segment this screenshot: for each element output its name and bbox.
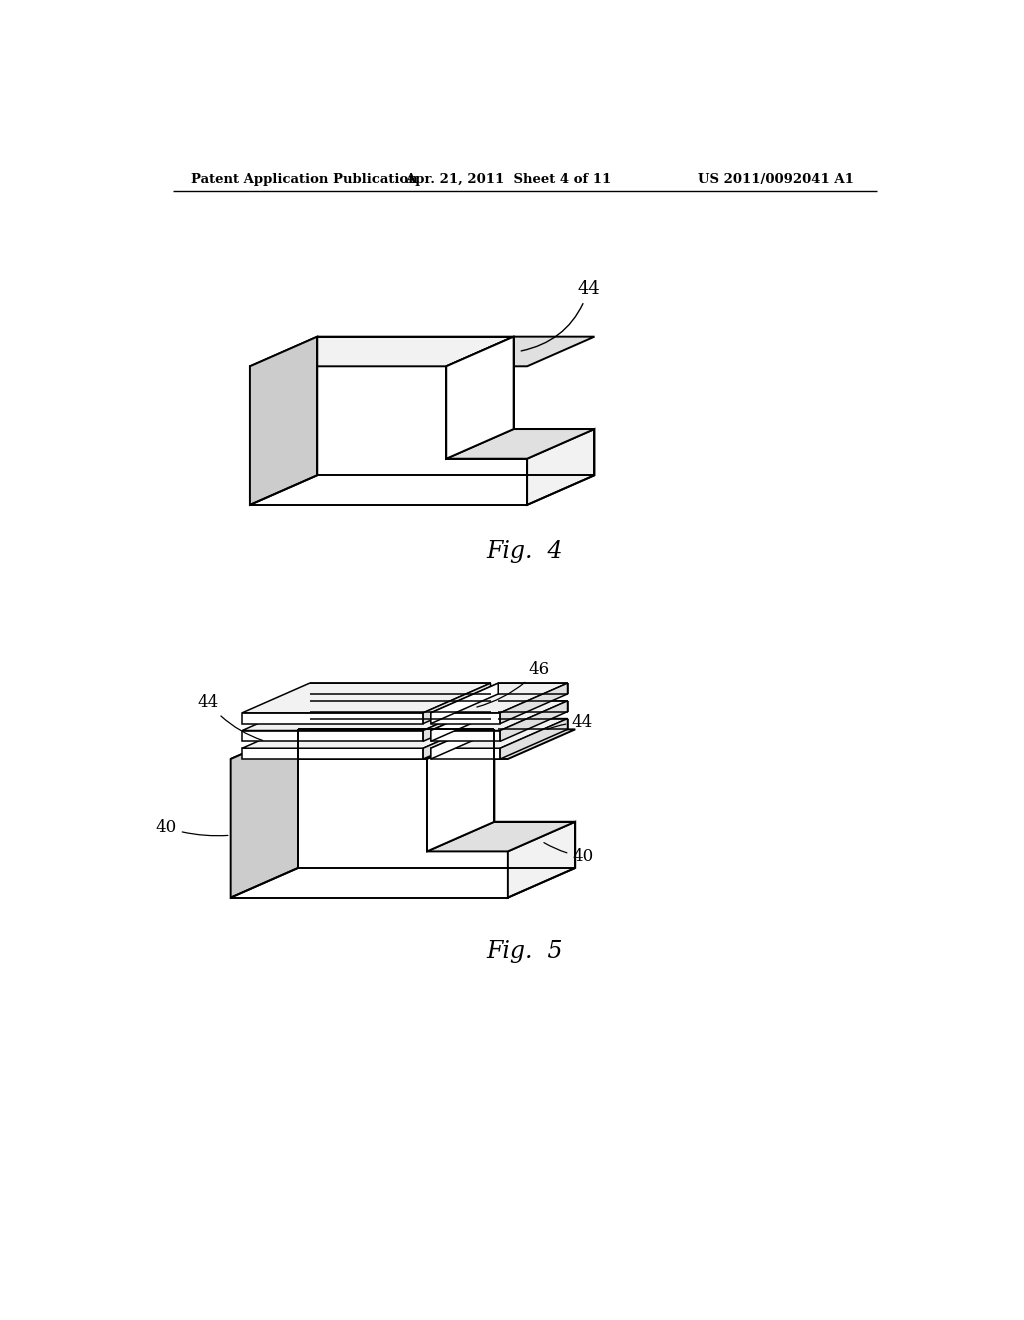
Polygon shape	[446, 429, 595, 459]
Polygon shape	[427, 822, 575, 851]
Polygon shape	[423, 684, 490, 723]
Polygon shape	[431, 718, 567, 748]
Polygon shape	[423, 701, 490, 742]
Polygon shape	[250, 337, 317, 506]
Polygon shape	[431, 701, 499, 742]
Polygon shape	[431, 730, 500, 742]
Polygon shape	[423, 718, 490, 759]
Polygon shape	[243, 713, 423, 723]
Polygon shape	[446, 337, 514, 459]
Text: 40: 40	[156, 818, 228, 836]
Polygon shape	[446, 337, 595, 367]
Polygon shape	[243, 730, 423, 742]
Text: US 2011/0092041 A1: US 2011/0092041 A1	[698, 173, 854, 186]
Text: 44: 44	[198, 694, 263, 741]
Text: Fig.  4: Fig. 4	[486, 540, 563, 562]
Polygon shape	[230, 759, 508, 898]
Polygon shape	[500, 718, 567, 759]
Polygon shape	[250, 337, 514, 367]
Polygon shape	[500, 684, 567, 723]
Polygon shape	[427, 730, 495, 851]
Polygon shape	[431, 718, 499, 759]
Text: 46: 46	[477, 661, 549, 708]
Polygon shape	[427, 730, 575, 759]
Text: Fig.  5: Fig. 5	[486, 940, 563, 964]
Polygon shape	[243, 701, 490, 730]
Polygon shape	[431, 748, 500, 759]
Text: 44: 44	[547, 714, 593, 731]
Polygon shape	[508, 822, 575, 898]
Polygon shape	[431, 684, 499, 723]
Polygon shape	[243, 684, 490, 713]
Polygon shape	[230, 730, 495, 759]
Polygon shape	[250, 367, 527, 506]
Text: 40: 40	[544, 842, 594, 865]
Text: Apr. 21, 2011  Sheet 4 of 11: Apr. 21, 2011 Sheet 4 of 11	[404, 173, 611, 186]
Polygon shape	[230, 730, 298, 898]
Polygon shape	[243, 718, 490, 748]
Text: Patent Application Publication: Patent Application Publication	[190, 173, 418, 186]
Polygon shape	[431, 701, 567, 730]
Polygon shape	[500, 701, 567, 742]
Text: 44: 44	[521, 280, 600, 351]
Polygon shape	[431, 713, 500, 723]
Polygon shape	[243, 748, 423, 759]
Polygon shape	[527, 429, 595, 506]
Polygon shape	[431, 684, 567, 713]
